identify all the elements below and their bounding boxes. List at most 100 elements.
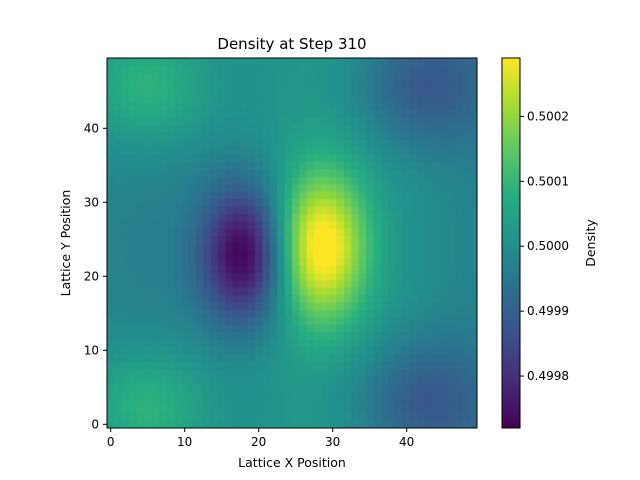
heatmap-cell (403, 235, 411, 244)
heatmap-cell (410, 72, 419, 81)
heatmap-cell (181, 368, 189, 377)
heatmap-cell (395, 243, 404, 251)
heatmap-cell (410, 191, 419, 199)
heatmap-cell (454, 257, 463, 266)
heatmap-cell (247, 324, 256, 333)
heatmap-cell (269, 87, 278, 96)
heatmap-cell (232, 287, 241, 296)
heatmap-cell (403, 302, 411, 310)
heatmap-cell (403, 346, 411, 355)
heatmap-cell (181, 65, 189, 74)
heatmap-cell (129, 287, 137, 296)
heatmap-cell (136, 235, 145, 244)
heatmap-cell (380, 272, 389, 281)
heatmap-cell (358, 95, 367, 103)
heatmap-cell (373, 354, 382, 362)
heatmap-cell (218, 339, 226, 347)
heatmap-cell (144, 368, 152, 377)
heatmap-cell (351, 346, 359, 355)
heatmap-cell (151, 72, 160, 81)
heatmap-cell (240, 265, 248, 273)
heatmap-cell (188, 132, 197, 140)
heatmap-cell (432, 294, 441, 303)
heatmap-cell (395, 117, 404, 125)
heatmap-cell (388, 102, 396, 111)
heatmap-cell (188, 146, 197, 155)
heatmap-cell (417, 117, 426, 125)
heatmap-cell (329, 65, 337, 74)
heatmap-cell (425, 183, 433, 192)
heatmap-cell (292, 354, 300, 362)
heatmap-cell (469, 331, 478, 340)
heatmap-cell (195, 398, 204, 407)
heatmap-cell (329, 117, 337, 125)
heatmap-cell (240, 132, 248, 140)
heatmap-cell (425, 213, 433, 222)
heatmap-cell (469, 102, 478, 111)
heatmap-cell (314, 302, 322, 310)
heatmap-cell (232, 294, 241, 303)
heatmap-cell (306, 302, 315, 310)
heatmap-cell (321, 339, 330, 347)
heatmap-cell (380, 294, 389, 303)
heatmap-cell (225, 154, 234, 162)
heatmap-cell (358, 257, 367, 266)
heatmap-cell (269, 339, 278, 347)
heatmap-cell (284, 302, 293, 310)
heatmap-cell (343, 413, 352, 421)
heatmap-cell (158, 95, 167, 103)
heatmap-cell (240, 65, 248, 74)
heatmap-cell (277, 213, 285, 222)
heatmap-cell (247, 169, 256, 177)
heatmap-cell (306, 339, 315, 347)
heatmap-cell (388, 65, 396, 74)
heatmap-cell (425, 146, 433, 155)
heatmap-cell (336, 206, 345, 214)
heatmap-cell (299, 80, 308, 88)
heatmap-cell (425, 250, 433, 259)
heatmap-cell (262, 324, 271, 333)
heatmap-cell (299, 72, 308, 81)
heatmap-cell (232, 235, 241, 244)
heatmap-cell (329, 265, 337, 273)
heatmap-cell (358, 161, 367, 170)
heatmap-cell (432, 206, 441, 214)
heatmap-cell (343, 368, 352, 377)
heatmap-cell (425, 191, 433, 199)
heatmap-cell (195, 161, 204, 170)
heatmap-cell (232, 272, 241, 281)
heatmap-cell (269, 213, 278, 222)
heatmap-cell (158, 80, 167, 88)
heatmap-cell (388, 213, 396, 222)
heatmap-cell (114, 265, 123, 273)
heatmap-cell (351, 117, 359, 125)
heatmap-cell (277, 368, 285, 377)
heatmap-cell (129, 331, 137, 340)
heatmap-cell (321, 154, 330, 162)
heatmap-cell (299, 272, 308, 281)
heatmap-cell (395, 257, 404, 266)
heatmap-cell (255, 176, 263, 185)
heatmap-cell (366, 309, 374, 318)
heatmap-cell (410, 102, 419, 111)
heatmap-cell (195, 405, 204, 414)
heatmap-cell (373, 339, 382, 347)
heatmap-cell (151, 398, 160, 407)
heatmap-cell (306, 368, 315, 377)
heatmap-cell (136, 287, 145, 296)
heatmap-cell (440, 176, 448, 185)
heatmap-cell (403, 383, 411, 392)
heatmap-cell (218, 265, 226, 273)
heatmap-cell (343, 324, 352, 333)
heatmap-cell (188, 383, 197, 392)
heatmap-cell (218, 302, 226, 310)
heatmap-cell (151, 383, 160, 392)
heatmap-cell (114, 228, 123, 236)
heatmap-cell (410, 339, 419, 347)
heatmap-cell (314, 176, 322, 185)
heatmap-cell (343, 302, 352, 310)
heatmap-cell (240, 228, 248, 236)
heatmap-cell (129, 346, 137, 355)
heatmap-cell (351, 405, 359, 414)
heatmap-cell (321, 161, 330, 170)
